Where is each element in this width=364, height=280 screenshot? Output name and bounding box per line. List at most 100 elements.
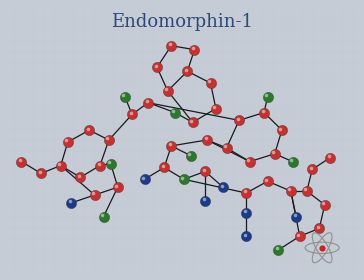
Point [37,170,43,174]
Point [108,161,114,166]
Point [263,93,269,97]
Point [277,126,283,131]
Point [308,166,314,170]
Point [243,234,249,239]
Point [190,120,195,125]
Point [263,178,269,182]
Point [224,146,230,150]
Point [100,214,106,219]
Point [236,118,242,123]
Point [85,126,91,131]
Point [169,144,174,148]
Point [17,158,23,162]
Point [92,193,98,197]
Point [220,185,226,189]
Point [219,183,225,188]
Point [114,183,119,188]
Point [68,200,74,205]
Point [167,42,173,46]
Point [315,225,321,229]
Point [188,118,194,123]
Point [167,142,173,146]
Point [185,69,190,73]
Point [181,177,187,181]
Point [202,169,208,174]
Point [191,47,197,52]
Point [279,128,285,132]
Point [128,111,134,115]
Point [129,112,135,117]
Point [183,67,189,72]
Point [242,189,248,194]
Point [106,138,112,142]
Point [165,89,171,93]
Point [295,232,301,237]
Point [242,232,248,237]
Point [97,163,103,168]
Point [304,189,310,193]
Point [261,110,267,115]
Point [106,160,112,164]
Point [90,191,96,196]
Point [270,150,276,154]
Point [201,197,207,202]
Point [297,234,302,239]
Point [203,136,209,141]
Point [243,211,249,215]
Point [327,155,333,160]
Point [222,144,228,148]
Point [170,109,176,113]
Point [265,179,270,183]
Point [293,214,299,219]
Point [309,167,315,172]
Point [63,138,69,143]
Point [260,109,265,113]
Point [272,151,278,156]
Point [207,81,213,85]
Point [144,99,150,103]
Point [145,101,151,105]
Point [302,187,308,192]
Point [120,93,126,97]
Text: Endomorphin-1: Endomorphin-1 [111,13,253,31]
Point [316,226,322,231]
Point [190,46,196,50]
Point [172,110,178,115]
Point [292,213,298,217]
Point [58,163,64,168]
Point [201,168,207,172]
Point [96,162,102,166]
Point [276,248,281,252]
Point [326,154,332,158]
Point [242,209,248,213]
Point [188,153,194,158]
Point [19,159,24,164]
Point [274,246,280,251]
Point [206,79,212,84]
Point [319,246,325,250]
Point [245,158,251,162]
Point [179,176,185,180]
Point [286,187,292,192]
Point [243,191,249,195]
Point [76,174,82,178]
Point [65,140,71,144]
Point [56,162,62,166]
Point [322,202,328,207]
Point [140,176,146,180]
Point [320,201,326,206]
Point [187,152,193,157]
Point [67,199,73,204]
Point [290,159,296,164]
Point [86,128,92,132]
Point [161,165,167,170]
Point [211,105,217,109]
Point [122,95,128,99]
Point [142,177,147,181]
Point [288,158,294,162]
Point [213,106,219,111]
Point [153,64,158,68]
Point [104,136,110,141]
Point [115,185,121,189]
Point [78,175,83,179]
